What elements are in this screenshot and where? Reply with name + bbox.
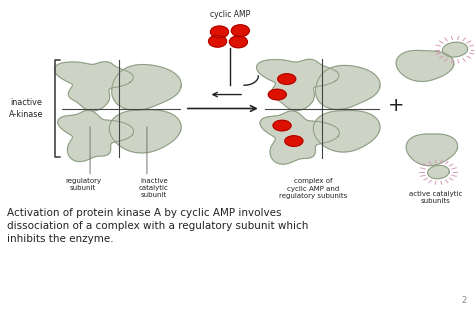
Ellipse shape bbox=[273, 120, 291, 131]
Ellipse shape bbox=[268, 89, 286, 100]
Polygon shape bbox=[396, 51, 454, 82]
Polygon shape bbox=[428, 165, 449, 179]
Text: active catalytic
subunits: active catalytic subunits bbox=[410, 191, 463, 204]
Ellipse shape bbox=[278, 74, 296, 84]
Ellipse shape bbox=[285, 136, 303, 146]
Text: complex of
cyclic AMP and
regulatory subunits: complex of cyclic AMP and regulatory sub… bbox=[279, 178, 347, 199]
Polygon shape bbox=[109, 110, 181, 153]
Text: regulatory
subunit: regulatory subunit bbox=[65, 178, 101, 191]
Text: +: + bbox=[388, 96, 404, 115]
Ellipse shape bbox=[229, 36, 247, 48]
Text: 2: 2 bbox=[462, 296, 467, 305]
Polygon shape bbox=[256, 59, 339, 111]
Ellipse shape bbox=[210, 26, 228, 38]
Polygon shape bbox=[55, 62, 133, 111]
Ellipse shape bbox=[231, 25, 249, 37]
Text: inactive
A-kinase: inactive A-kinase bbox=[9, 99, 43, 118]
Text: inactive
catalytic
subunit: inactive catalytic subunit bbox=[139, 178, 169, 198]
Text: Activation of protein kinase A by cyclic AMP involves
dissociation of a complex : Activation of protein kinase A by cyclic… bbox=[7, 208, 309, 244]
Polygon shape bbox=[112, 64, 181, 110]
Polygon shape bbox=[58, 110, 134, 162]
Polygon shape bbox=[316, 65, 380, 109]
Ellipse shape bbox=[209, 35, 227, 47]
Polygon shape bbox=[442, 42, 468, 57]
Polygon shape bbox=[260, 111, 339, 164]
Text: cyclic AMP: cyclic AMP bbox=[210, 10, 250, 19]
Polygon shape bbox=[406, 134, 457, 166]
Polygon shape bbox=[313, 111, 380, 152]
